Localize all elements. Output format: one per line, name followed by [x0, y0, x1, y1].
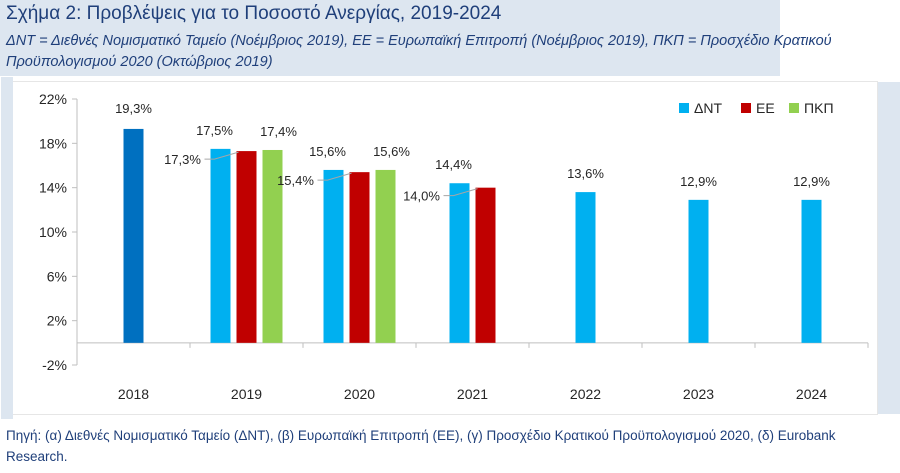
actual-bar	[123, 128, 144, 343]
data-label: 17,5%	[196, 123, 233, 138]
x-tick-label: 2018	[118, 386, 149, 402]
legend-swatch	[741, 103, 751, 113]
x-tick-label: 2021	[457, 386, 488, 402]
data-label: 17,4%	[260, 124, 297, 139]
y-tick-label: 22%	[39, 91, 67, 107]
bar-ΔΝΤ	[210, 148, 231, 343]
legend-label: ΕΕ	[756, 100, 775, 116]
data-label: 14,0%	[403, 189, 440, 204]
bar-chart: -2% 2% 6% 10% 14% 18% 22% 2018 2019 2020 2021 2022 2…	[39, 91, 869, 402]
data-label: 15,4%	[277, 173, 314, 188]
header-background	[0, 0, 780, 76]
bar-ΕΕ	[236, 151, 257, 343]
data-label: 19,3%	[115, 101, 152, 116]
data-label: 12,9%	[680, 174, 717, 189]
bar-ΔΝΤ	[323, 169, 344, 343]
legend-label: ΔΝΤ	[694, 100, 722, 116]
x-tick-label: 2024	[796, 386, 827, 402]
y-tick-label: 18%	[39, 135, 67, 151]
bar-ΔΝΤ	[449, 183, 470, 343]
legend-swatch	[789, 103, 799, 113]
bar-ΕΕ	[475, 187, 496, 343]
chart-area: -2% 2% 6% 10% 14% 18% 22% 2018 2019 2020 2021 2022 2…	[1, 77, 900, 419]
bar-ΔΝΤ	[575, 192, 596, 343]
data-label: 13,6%	[567, 166, 604, 181]
x-tick-label: 2022	[570, 386, 601, 402]
x-tick-label: 2023	[683, 386, 714, 402]
y-tick-label: 14%	[39, 180, 67, 196]
leader-line	[204, 151, 239, 160]
bar-ΔΝΤ	[801, 199, 822, 343]
data-label: 15,6%	[309, 144, 346, 159]
chart-subtitle: ΔΝΤ = Διεθνές Νομισματικό Ταμείο (Νοέμβρ…	[6, 33, 832, 70]
y-tick-label: -2%	[42, 357, 67, 373]
data-label: 12,9%	[793, 174, 830, 189]
x-tick-label: 2019	[231, 386, 262, 402]
leader-line	[443, 188, 478, 197]
y-tick-label: 6%	[47, 268, 67, 284]
x-tick-label: 2020	[344, 386, 375, 402]
leader-line	[317, 172, 352, 181]
legend-swatch	[679, 103, 689, 113]
y-tick-label: 10%	[39, 224, 67, 240]
legend-label: ΠΚΠ	[804, 100, 834, 116]
bar-ΠΚΠ	[375, 169, 396, 343]
bar-ΕΕ	[349, 172, 370, 343]
chart-title: Σχήμα 2: Προβλέψεις για το Ποσοστό Ανεργ…	[6, 3, 502, 24]
source-note: Πηγή: (α) Διεθνές Νομισματικό Ταμείο (ΔΝ…	[6, 428, 836, 464]
y-tick-label: 2%	[47, 313, 67, 329]
data-label: 17,3%	[164, 152, 201, 167]
bar-ΠΚΠ	[262, 149, 283, 343]
bar-ΔΝΤ	[688, 199, 709, 343]
data-label: 14,4%	[435, 157, 472, 172]
data-label: 15,6%	[373, 144, 410, 159]
